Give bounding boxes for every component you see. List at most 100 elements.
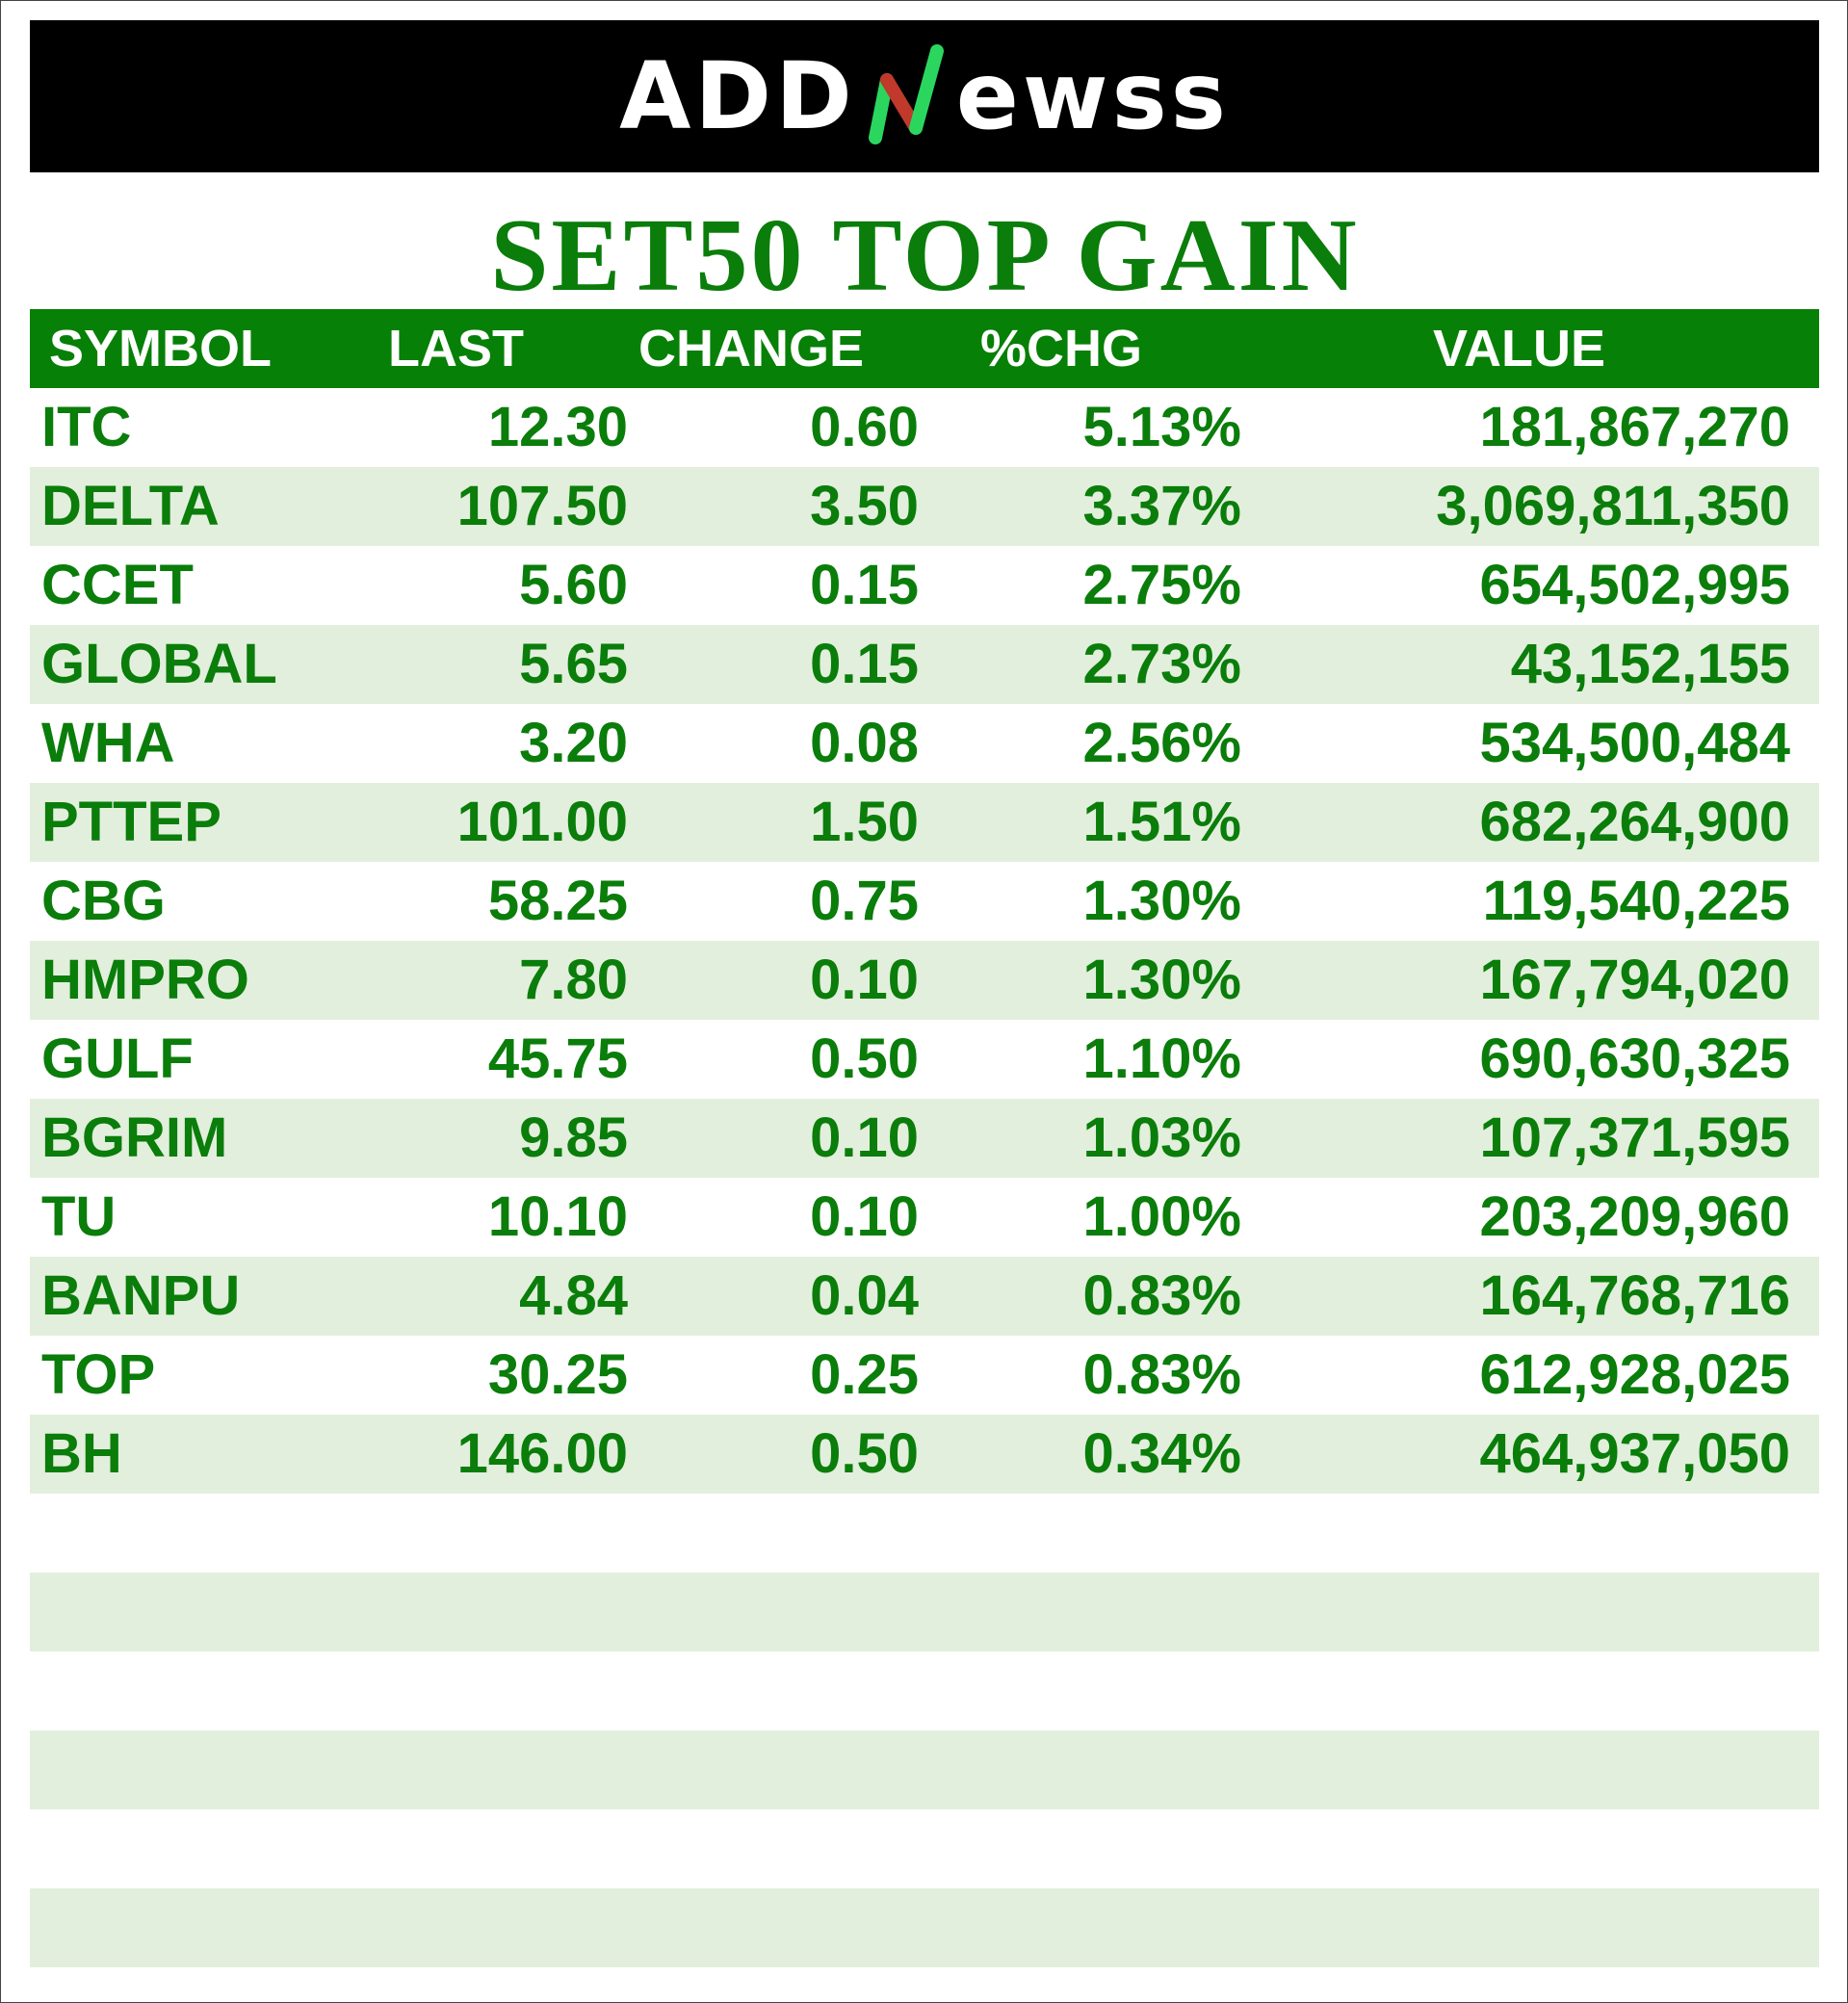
cell-symbol: BANPU [41, 1264, 241, 1327]
cell-pct-change: 2.56% [1082, 712, 1241, 774]
stylized-n-chart-icon [858, 43, 954, 149]
table-row [30, 1888, 1819, 1967]
cell-symbol: TU [41, 1185, 117, 1248]
table-row: BANPU 4.84 0.04 0.83% 164,768,716 [30, 1257, 1819, 1336]
table-row: PTTEP 101.00 1.50 1.51% 682,264,900 [30, 783, 1819, 862]
cell-symbol: ITC [41, 396, 132, 458]
cell-last: 146.00 [456, 1422, 628, 1485]
cell-change: 1.50 [810, 791, 919, 853]
cell-last: 5.65 [519, 633, 628, 695]
cell-value: 164,768,716 [1479, 1264, 1790, 1327]
cell-value: 654,502,995 [1479, 554, 1790, 616]
cell-symbol: GLOBAL [41, 633, 277, 695]
cell-value: 612,928,025 [1479, 1343, 1790, 1406]
table-header: SYMBOL LAST CHANGE %CHG VALUE [30, 309, 1819, 388]
table-row: GULF 45.75 0.50 1.10% 690,630,325 [30, 1020, 1819, 1099]
cell-symbol: BGRIM [41, 1106, 228, 1169]
cell-value: 119,540,225 [1482, 870, 1790, 932]
cell-last: 7.80 [519, 949, 628, 1011]
cell-symbol: CBG [41, 870, 166, 932]
table-row: BGRIM 9.85 0.10 1.03% 107,371,595 [30, 1099, 1819, 1178]
cell-change: 0.15 [810, 554, 919, 616]
column-header-value: VALUE [1433, 320, 1606, 377]
cell-pct-change: 1.00% [1082, 1185, 1241, 1248]
table-row: HMPRO 7.80 0.10 1.30% 167,794,020 [30, 941, 1819, 1020]
cell-change: 0.60 [810, 396, 919, 458]
cell-last: 58.25 [487, 870, 628, 932]
cell-symbol: TOP [41, 1343, 156, 1406]
cell-pct-change: 2.73% [1082, 633, 1241, 695]
cell-pct-change: 0.83% [1082, 1264, 1241, 1327]
table-row: CCET 5.60 0.15 2.75% 654,502,995 [30, 546, 1819, 625]
cell-value: 3,069,811,350 [1436, 475, 1790, 537]
cell-change: 0.10 [810, 949, 919, 1011]
cell-symbol: CCET [41, 554, 194, 616]
cell-value: 464,937,050 [1479, 1422, 1790, 1485]
cell-last: 30.25 [487, 1343, 628, 1406]
cell-change: 0.08 [810, 712, 919, 774]
table-row: CBG 58.25 0.75 1.30% 119,540,225 [30, 862, 1819, 941]
cell-value: 43,152,155 [1510, 633, 1790, 695]
cell-pct-change: 1.30% [1082, 949, 1241, 1011]
cell-last: 4.84 [519, 1264, 628, 1327]
cell-last: 5.60 [519, 554, 628, 616]
table-row: GLOBAL 5.65 0.15 2.73% 43,152,155 [30, 625, 1819, 704]
table-row: ITC 12.30 0.60 5.13% 181,867,270 [30, 388, 1819, 467]
table-row [30, 1573, 1819, 1652]
cell-last: 10.10 [487, 1185, 628, 1248]
cell-last: 3.20 [519, 712, 628, 774]
cell-last: 101.00 [456, 791, 628, 853]
cell-symbol: BH [41, 1422, 122, 1485]
cell-change: 0.10 [810, 1106, 919, 1169]
table-row [30, 1730, 1819, 1809]
table-row [30, 1494, 1819, 1573]
page-title: SET50 TOP GAIN [490, 198, 1360, 313]
cell-pct-change: 0.34% [1082, 1422, 1241, 1485]
cell-symbol: HMPRO [41, 949, 249, 1011]
cell-change: 0.50 [810, 1028, 919, 1090]
cell-pct-change: 0.83% [1082, 1343, 1241, 1406]
cell-symbol: WHA [41, 712, 175, 774]
table-body: ITC 12.30 0.60 5.13% 181,867,270 DELTA 107.50 3… [30, 388, 1819, 1967]
cell-value: 690,630,325 [1479, 1028, 1790, 1090]
table-row: TU 10.10 0.10 1.00% 203,209,960 [30, 1178, 1819, 1257]
cell-symbol: DELTA [41, 475, 220, 537]
cell-change: 0.04 [810, 1264, 919, 1327]
cell-last: 9.85 [519, 1106, 628, 1169]
cell-pct-change: 1.10% [1082, 1028, 1241, 1090]
column-header-pct-change: %CHG [980, 320, 1143, 377]
cell-pct-change: 2.75% [1082, 554, 1241, 616]
header-bar: ADD ewss [30, 20, 1819, 172]
cell-pct-change: 3.37% [1082, 475, 1241, 537]
column-header-symbol: SYMBOL [49, 320, 273, 377]
cell-value: 181,867,270 [1479, 396, 1790, 458]
cell-value: 167,794,020 [1479, 949, 1790, 1011]
cell-symbol: PTTEP [41, 791, 221, 853]
table-row: WHA 3.20 0.08 2.56% 534,500,484 [30, 704, 1819, 783]
column-header-last: LAST [388, 320, 524, 377]
cell-pct-change: 1.30% [1082, 870, 1241, 932]
cell-change: 0.10 [810, 1185, 919, 1248]
cell-value: 203,209,960 [1479, 1185, 1790, 1248]
cell-last: 45.75 [487, 1028, 628, 1090]
table-row: TOP 30.25 0.25 0.83% 612,928,025 [30, 1336, 1819, 1415]
cell-change: 3.50 [810, 475, 919, 537]
column-header-change: CHANGE [638, 320, 865, 377]
cell-change: 0.50 [810, 1422, 919, 1485]
table-row [30, 1809, 1819, 1888]
cell-pct-change: 1.51% [1082, 791, 1241, 853]
table-row: DELTA 107.50 3.50 3.37% 3,069,811,350 [30, 467, 1819, 546]
cell-pct-change: 5.13% [1082, 396, 1241, 458]
logo-text-right: ewss [955, 42, 1230, 150]
logo: ADD ewss [619, 43, 1230, 149]
cell-pct-change: 1.03% [1082, 1106, 1241, 1169]
cell-change: 0.25 [810, 1343, 919, 1406]
table-row: BH 146.00 0.50 0.34% 464,937,050 [30, 1415, 1819, 1494]
cell-change: 0.15 [810, 633, 919, 695]
cell-symbol: GULF [41, 1028, 194, 1090]
cell-last: 107.50 [456, 475, 628, 537]
table-row [30, 1652, 1819, 1730]
gainers-table: SYMBOL LAST CHANGE %CHG VALUE ITC 12.30 0.… [30, 309, 1819, 1967]
cell-value: 682,264,900 [1479, 791, 1790, 853]
